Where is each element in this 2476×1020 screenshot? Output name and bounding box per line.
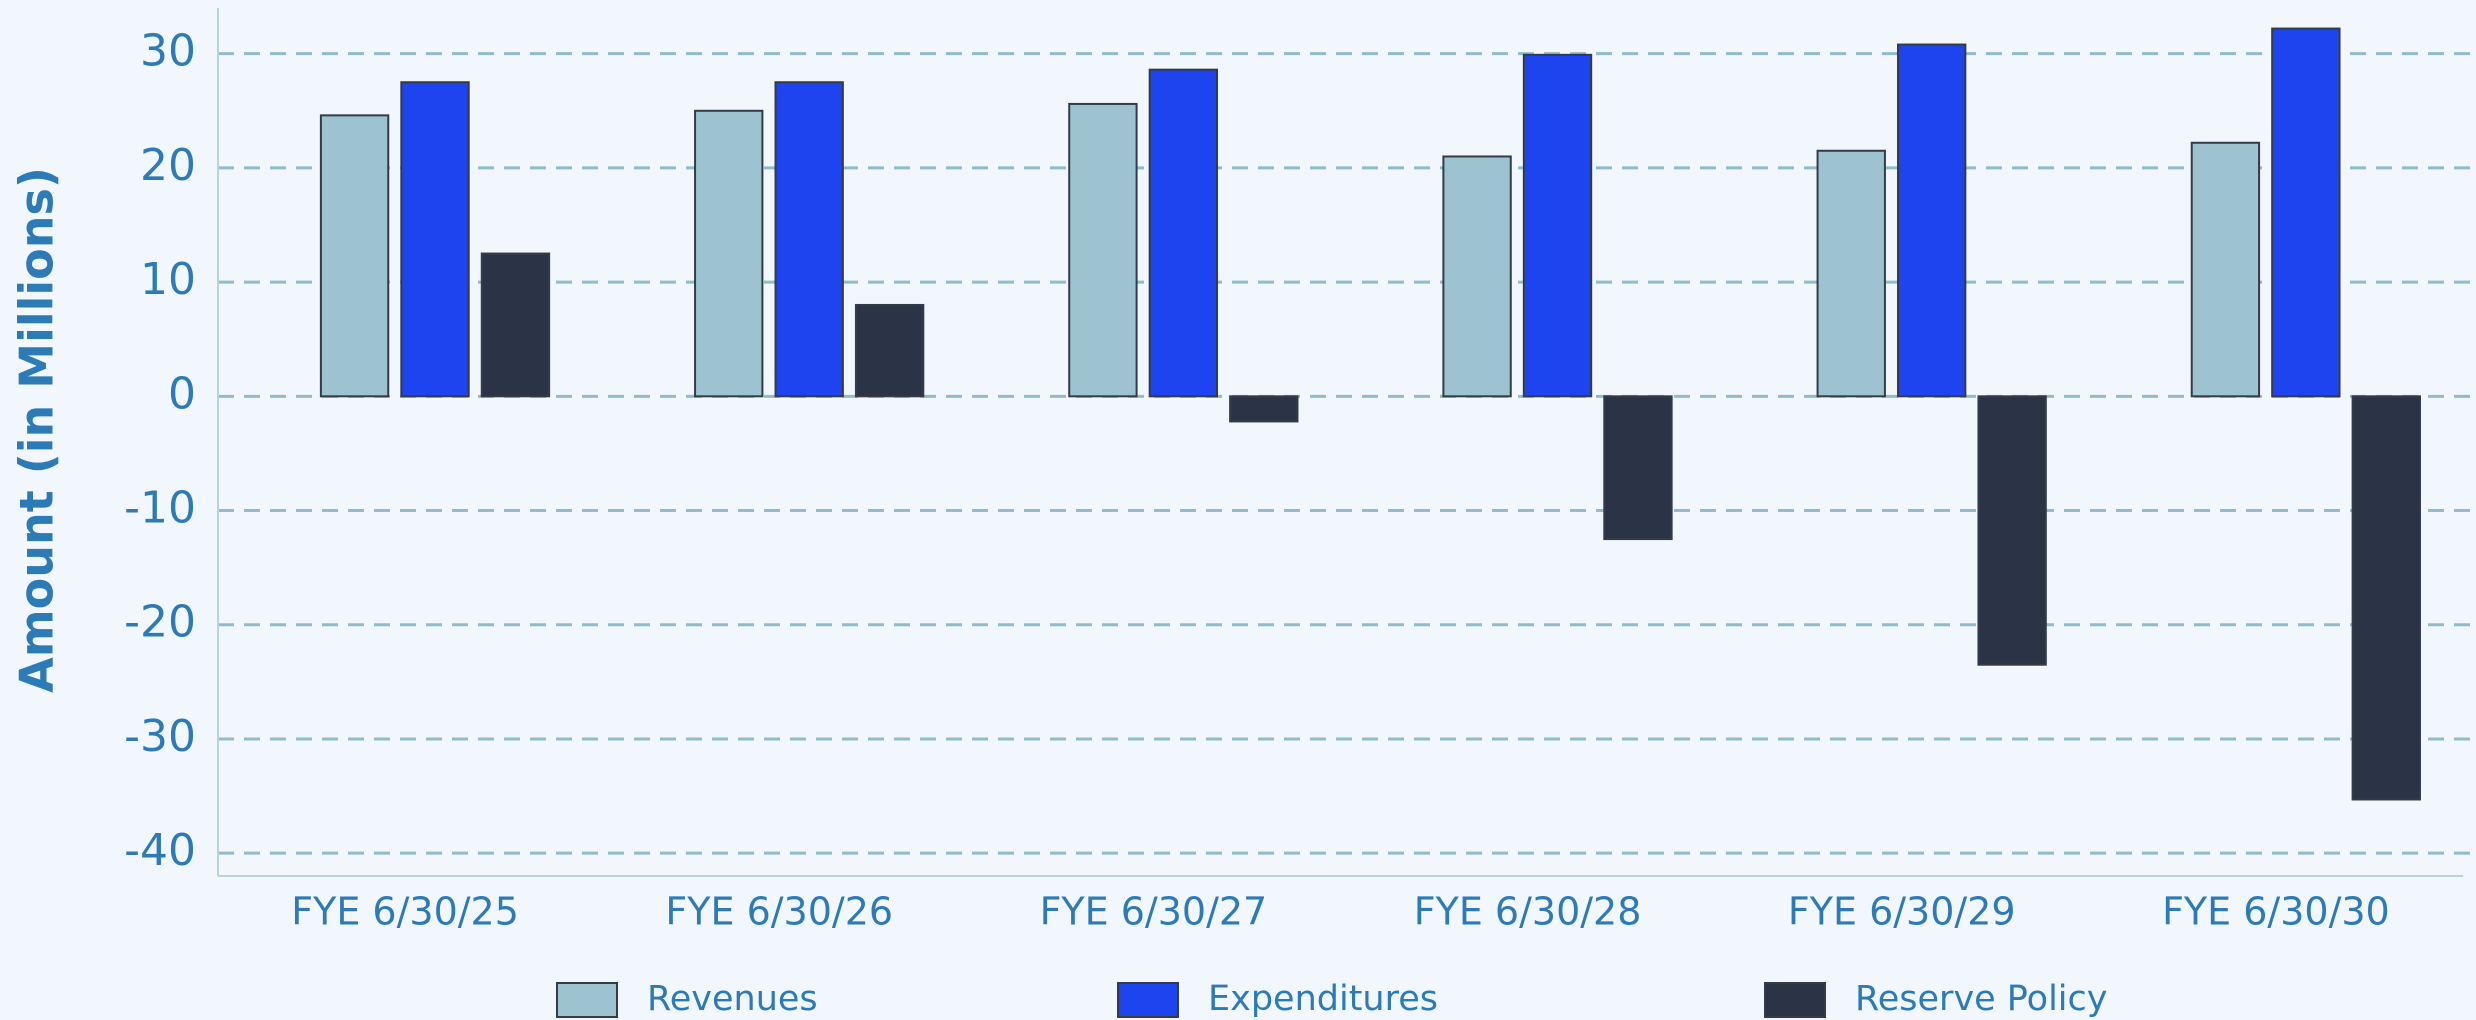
legend-swatch	[1764, 982, 1826, 1018]
bar	[694, 109, 764, 398]
legend-label: Revenues	[647, 979, 818, 1019]
legend-label: Expenditures	[1208, 979, 1438, 1019]
bar	[2351, 395, 2421, 801]
x-tick-label: FYE 6/30/28	[1414, 890, 1642, 934]
y-tick-label: -30	[124, 711, 196, 762]
bar	[319, 114, 390, 398]
bar	[1977, 395, 2047, 666]
x-tick-label: FYE 6/30/30	[2162, 890, 2390, 934]
bar	[1897, 43, 1967, 398]
bar	[774, 81, 844, 398]
legend-swatch	[556, 982, 618, 1018]
legend-label: Reserve Policy	[1855, 979, 2108, 1019]
bar	[1442, 155, 1512, 398]
x-tick-label: FYE 6/30/25	[291, 890, 519, 934]
y-tick-label: 20	[140, 140, 196, 191]
y-tick-label: -10	[124, 483, 196, 534]
y-tick-label: 10	[140, 254, 196, 305]
legend-swatch	[1117, 982, 1179, 1018]
bar	[1229, 395, 1299, 423]
bar	[400, 81, 470, 398]
bar	[2271, 27, 2341, 398]
bar	[1068, 102, 1138, 398]
bar	[480, 252, 551, 398]
bar	[1603, 395, 1673, 541]
bar	[1522, 53, 1593, 398]
x-tick-label: FYE 6/30/29	[1788, 890, 2016, 934]
y-tick-label: 30	[140, 26, 196, 77]
bar	[854, 303, 925, 398]
x-tick-label: FYE 6/30/26	[665, 890, 893, 934]
y-axis-label: Amount (in Millions)	[10, 167, 64, 693]
bar	[1148, 68, 1219, 398]
y-tick-label: -20	[124, 597, 196, 648]
y-tick-label: -40	[124, 825, 196, 876]
x-tick-label: FYE 6/30/27	[1040, 890, 1268, 934]
y-tick-label: 0	[168, 368, 196, 419]
bar	[1816, 149, 1886, 398]
bar	[2190, 141, 2261, 398]
